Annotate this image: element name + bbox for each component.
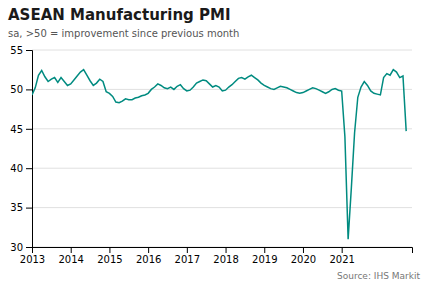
tick: 2019: [252, 247, 277, 265]
grid-line: [32, 207, 412, 208]
tick-mark: [26, 50, 32, 51]
tick: 40: [10, 163, 32, 174]
tick-label: 55: [10, 45, 23, 56]
tick: 2020: [291, 247, 316, 265]
grid: [32, 50, 412, 247]
tick-label: 30: [10, 242, 23, 253]
tick: 2015: [97, 247, 122, 265]
tick-mark: [109, 247, 110, 253]
tick-label: 35: [10, 202, 23, 213]
tick: 2018: [213, 247, 238, 265]
tick: 2016: [136, 247, 161, 265]
title: ASEAN Manufacturing PMI: [8, 6, 231, 24]
tick-mark: [26, 129, 32, 130]
tick-label: 2017: [175, 254, 200, 265]
x-axis: 2013 2014 2015 2016 2017 2018 2019 2020 2021: [20, 247, 413, 265]
tick-mark: [26, 208, 32, 209]
tick-mark: [26, 168, 32, 169]
tick-mark: [303, 247, 304, 253]
tick: 30: [10, 242, 32, 253]
source: Source: IHS Markit: [337, 271, 420, 281]
tick-label: 40: [10, 163, 23, 174]
tick-label: 2016: [136, 254, 161, 265]
tick-mark: [71, 247, 72, 253]
tick: 2021: [329, 247, 354, 265]
line: [32, 70, 406, 239]
tick-mark: [342, 247, 343, 253]
tick: 2013: [20, 247, 45, 265]
tick-label: 2018: [213, 254, 238, 265]
tick-mark: [148, 247, 149, 253]
subtitle: sa, >50 = improvement since previous mon…: [8, 28, 239, 39]
y-axis: 30 35 40 45 50 55: [10, 45, 32, 253]
tick-label: 50: [10, 84, 23, 95]
tick-label: 2019: [252, 254, 277, 265]
grid-line: [32, 168, 412, 169]
tick: 50: [10, 84, 32, 95]
axis-line: [33, 248, 413, 254]
tick-mark: [226, 247, 227, 253]
tick-mark: [26, 89, 32, 90]
chart: 30 35 40 45 50 55 2013 2014 2015 2016 2017 2018 2019…: [0, 0, 426, 285]
tick-label: 2014: [58, 254, 83, 265]
tick-mark: [26, 247, 32, 248]
tick-label: 2020: [291, 254, 316, 265]
tick: 2017: [175, 247, 200, 265]
axis-line: [26, 51, 33, 248]
tick-mark: [32, 247, 33, 253]
tick-label: 2013: [20, 254, 45, 265]
tick-label: 45: [10, 124, 23, 135]
tick-label: 2021: [329, 254, 354, 265]
tick: 55: [10, 45, 32, 56]
tick: 45: [10, 124, 32, 135]
tick-mark: [264, 247, 265, 253]
plot-area: [32, 70, 406, 239]
tick: 35: [10, 202, 32, 213]
tick: 2014: [58, 247, 83, 265]
tick-mark: [187, 247, 188, 253]
grid-line: [32, 50, 412, 51]
tick-label: 2015: [97, 254, 122, 265]
